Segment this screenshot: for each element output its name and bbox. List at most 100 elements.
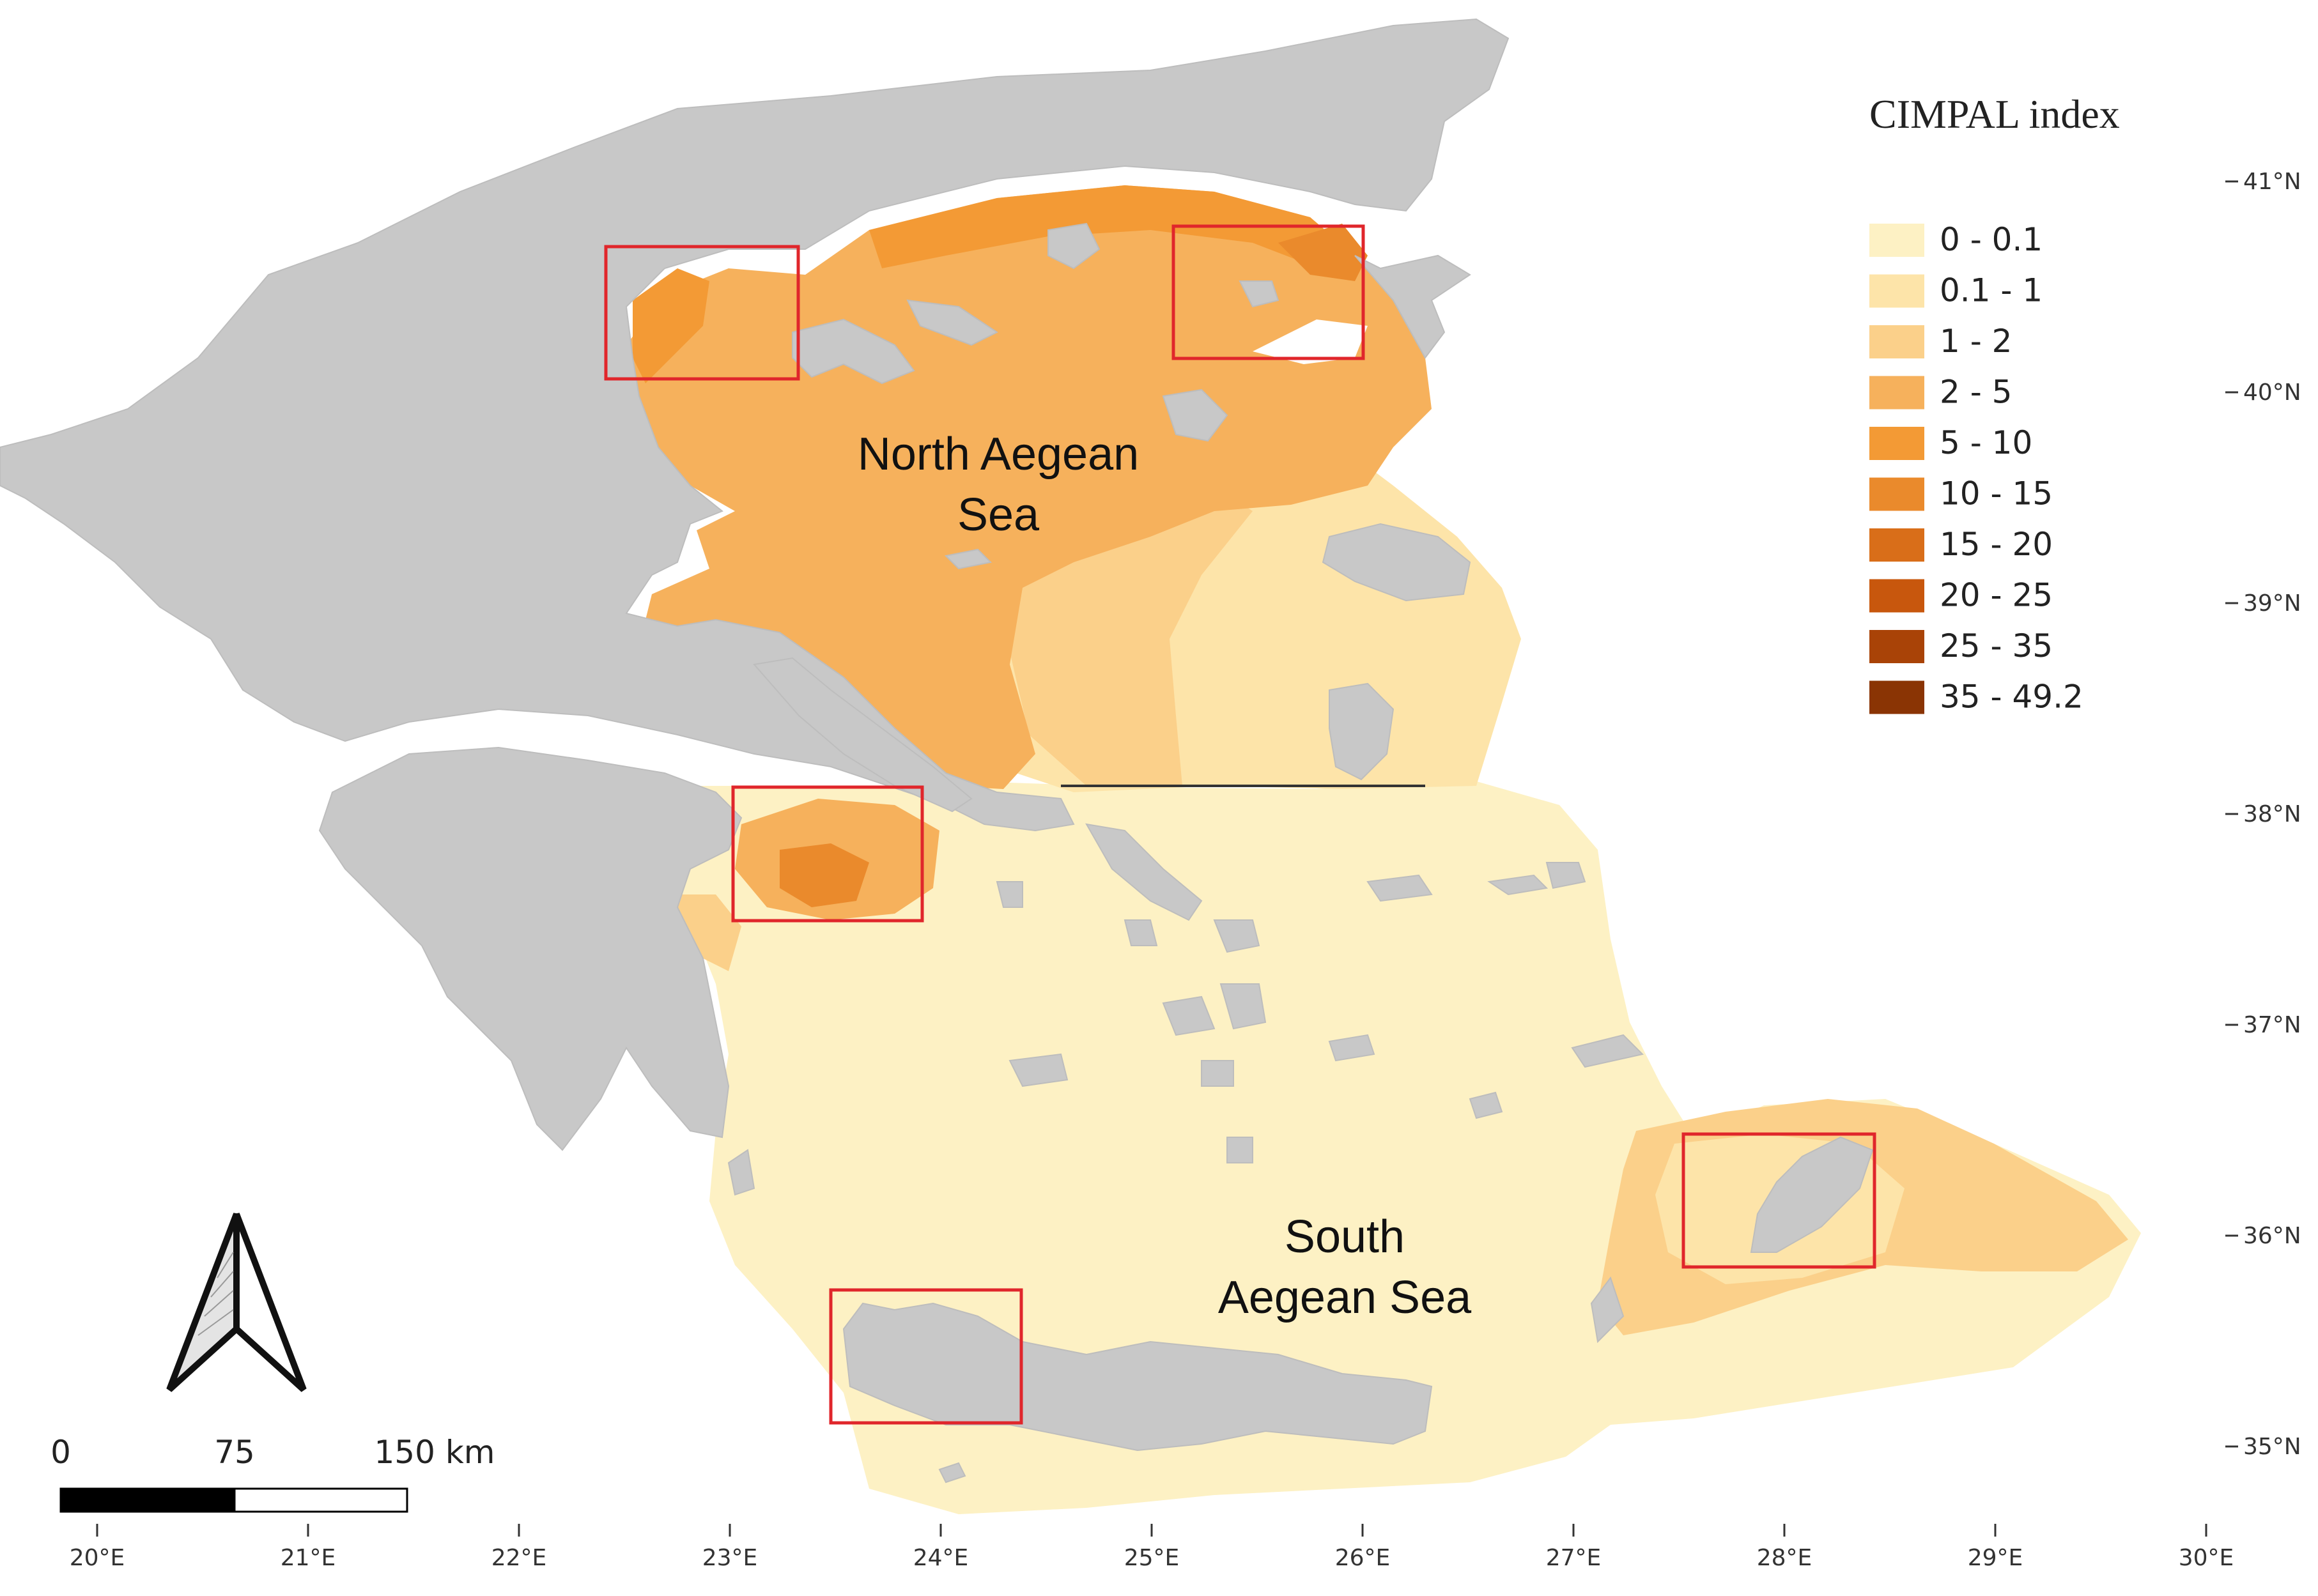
samothraki — [1239, 280, 1279, 308]
north-aegean-label-line1: North Aegean — [858, 429, 1139, 480]
sea-zone-south — [671, 779, 2141, 1514]
legend-label: 10 - 15 — [1940, 475, 2053, 512]
legend-swatch — [1869, 528, 1924, 562]
legend-swatch — [1869, 630, 1924, 663]
legend-swatch — [1869, 376, 1924, 410]
legend-swatch — [1869, 579, 1924, 613]
latitude-axis: 41°N 40°N 39°N 38°N 37°N 36°N 35°N — [2225, 169, 2301, 1460]
legend-label: 25 - 35 — [1940, 627, 2053, 664]
naxos — [1219, 983, 1267, 1030]
evia — [753, 657, 973, 813]
astypalaia — [1469, 1091, 1503, 1119]
highlight-box-saronic — [731, 785, 924, 923]
scale-label-75: 75 — [214, 1434, 255, 1471]
lesvos — [1322, 523, 1471, 602]
lat-label: 41°N — [2243, 169, 2301, 195]
sea-zone-thermaikos — [633, 268, 709, 383]
chios — [1329, 682, 1395, 781]
legend: CIMPAL index 0 - 0.1 0.1 - 1 1 - 2 2 - 5 5 -… — [1869, 91, 2120, 716]
lemnos — [1162, 388, 1228, 442]
legend-swatch — [1869, 325, 1924, 358]
lat-label: 38°N — [2243, 801, 2301, 827]
kea — [996, 881, 1023, 908]
highlight-box-thrace — [1171, 224, 1365, 360]
peloponnese — [318, 746, 743, 1151]
thasos — [1047, 222, 1101, 270]
lon-label: 30°E — [2179, 1545, 2234, 1571]
highlight-box-crete — [829, 1288, 1023, 1425]
legend-label: 35 - 49.2 — [1940, 679, 2083, 716]
longitude-axis: 20°E 21°E 22°E 23°E 24°E 25°E 26°E 27°E 28°E 29°E… — [70, 1524, 2234, 1571]
lon-label: 28°E — [1757, 1545, 1812, 1571]
sea-zone-north-coast — [869, 185, 1355, 275]
marmara-gap — [1253, 319, 1368, 364]
lat-label: 36°N — [2243, 1223, 2301, 1249]
legend-title: CIMPAL index — [1869, 91, 2120, 137]
lon-label: 27°E — [1546, 1545, 1602, 1571]
ios — [1201, 1060, 1234, 1087]
sea-zones — [626, 185, 2141, 1514]
sea-zone-dardanelles — [1278, 224, 1368, 281]
lon-label: 29°E — [1968, 1545, 2023, 1571]
kythnos — [1124, 919, 1158, 946]
legend-swatch — [1869, 224, 1924, 257]
sea-zone-saronic-core — [780, 843, 869, 907]
lat-label: 37°N — [2243, 1012, 2301, 1038]
legend-label: 0 - 0.1 — [1940, 221, 2043, 258]
amorgos — [1328, 1034, 1375, 1062]
lon-label: 24°E — [913, 1545, 969, 1571]
land — [0, 18, 1874, 1484]
south-aegean-label-line1: South — [1285, 1211, 1405, 1262]
athos — [906, 299, 998, 346]
turkey-coast — [1354, 254, 1471, 359]
sea-zone-peloponnese-coast — [671, 894, 741, 971]
legend-swatch — [1869, 680, 1924, 714]
legend-items: 0 - 0.1 0.1 - 1 1 - 2 2 - 5 5 - 10 10 - 15 15 … — [1869, 221, 2083, 716]
legend-label: 20 - 25 — [1940, 577, 2053, 614]
scale-bar-black — [59, 1487, 236, 1513]
samos — [1545, 862, 1586, 889]
syros — [1213, 919, 1260, 953]
rhodes — [1750, 1136, 1874, 1253]
lat-label: 35°N — [2243, 1434, 2301, 1460]
mykonos — [1366, 874, 1433, 902]
santorini — [1226, 1137, 1253, 1163]
mainland-north — [0, 18, 1510, 832]
scale-bar: 0 75 150 km — [50, 1434, 495, 1513]
lon-label: 22°E — [491, 1545, 547, 1571]
lon-label: 20°E — [70, 1545, 125, 1571]
legend-label: 2 - 5 — [1940, 374, 2012, 411]
north-arrow-icon — [166, 1213, 307, 1392]
kos — [1571, 1034, 1644, 1068]
scale-label-150: 150 km — [375, 1434, 495, 1471]
paros — [1162, 995, 1216, 1036]
highlight-box-rhodes — [1681, 1132, 1876, 1269]
legend-swatch — [1869, 427, 1924, 460]
scale-bar-white — [233, 1487, 408, 1513]
gavdos — [938, 1462, 966, 1484]
lat-label: 40°N — [2243, 380, 2301, 406]
kythira — [727, 1149, 755, 1196]
sporades — [944, 548, 993, 570]
karpathos — [1590, 1276, 1625, 1344]
south-aegean-label-line2: Aegean Sea — [1218, 1272, 1472, 1323]
scale-label-0: 0 — [50, 1434, 71, 1471]
legend-label: 5 - 10 — [1940, 424, 2032, 461]
legend-label: 15 - 20 — [1940, 526, 2053, 563]
highlight-boxes — [604, 224, 1876, 1425]
legend-swatch — [1869, 477, 1924, 511]
lat-label: 39°N — [2243, 590, 2301, 617]
north-aegean-label-line2: Sea — [957, 489, 1040, 541]
crete — [842, 1302, 1433, 1452]
andros — [1085, 823, 1203, 921]
lon-label: 21°E — [281, 1545, 336, 1571]
lon-label: 23°E — [702, 1545, 758, 1571]
milos — [1008, 1053, 1069, 1087]
ikaria — [1487, 874, 1549, 896]
legend-swatch — [1869, 274, 1924, 308]
lon-label: 25°E — [1124, 1545, 1180, 1571]
legend-label: 1 - 2 — [1940, 323, 2012, 360]
highlight-box-thermaikos — [604, 245, 800, 381]
legend-label: 0.1 - 1 — [1940, 272, 2043, 309]
